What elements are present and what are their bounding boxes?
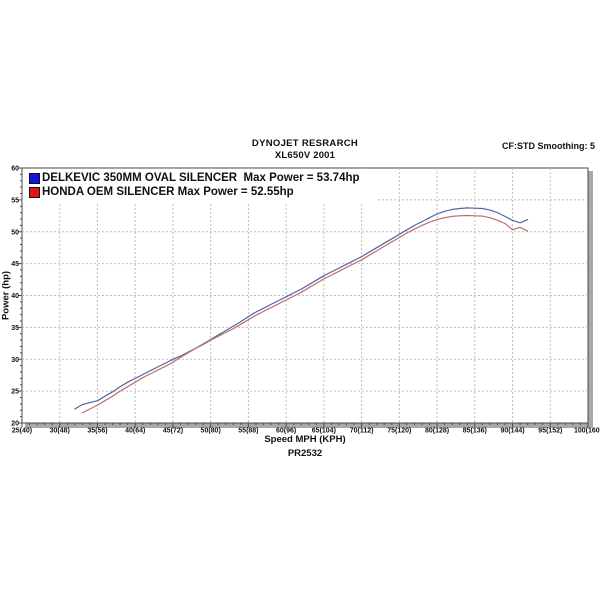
series-1-curve [81, 214, 529, 414]
x-tick-label-95: 95(152) [538, 428, 562, 435]
x-tick-label-40: 40(64) [125, 428, 145, 435]
legend-label-delkevic: DELKEVIC 350MM OVAL SILENCER Max Power =… [42, 172, 360, 184]
x-tick-label-65: 65(104) [312, 428, 336, 435]
y-tick-label-25: 25 [11, 389, 19, 396]
run-id-label: PR2532 [287, 448, 323, 459]
y-tick-label-45: 45 [11, 261, 19, 268]
axis-ticks [18, 167, 589, 427]
x-tick-label-85: 85(136) [463, 428, 487, 435]
x-tick-label-100: 100(160) [574, 428, 600, 435]
x-tick-label-25: 25(40) [12, 428, 32, 435]
legend-item-honda: HONDA OEM SILENCER Max Power = 52.55hp [29, 185, 377, 199]
x-tick-label-30: 30(48) [50, 428, 70, 435]
legend-label-honda: HONDA OEM SILENCER Max Power = 52.55hp [42, 186, 294, 198]
x-tick-label-90: 90(144) [500, 428, 524, 435]
y-tick-label-60: 60 [11, 166, 19, 173]
x-tick-label-55: 55(88) [238, 428, 258, 435]
delkevic-series-color-swatch [29, 172, 40, 184]
legend: DELKEVIC 350MM OVAL SILENCER Max Power =… [23, 169, 377, 203]
x-tick-label-80: 80(128) [425, 428, 449, 435]
y-tick-label-50: 50 [11, 229, 19, 236]
x-tick-label-70: 70(112) [350, 428, 374, 435]
honda-series-color-swatch [29, 186, 40, 198]
x-tick-label-45: 45(72) [163, 428, 183, 435]
x-tick-label-50: 50(80) [201, 428, 221, 435]
plot-frame [21, 167, 589, 424]
legend-item-delkevic: DELKEVIC 350MM OVAL SILENCER Max Power =… [29, 171, 377, 185]
x-tick-label-75: 75(120) [387, 428, 411, 435]
y-tick-label-55: 55 [11, 197, 19, 204]
y-tick-label-40: 40 [11, 293, 19, 300]
tick-labels: 25(40) 30(48) 35(56) 40(64) 45(72) 50(80) 55(8… [11, 166, 600, 435]
gridlines [22, 168, 588, 423]
y-tick-label-30: 30 [11, 357, 19, 364]
x-tick-label-60: 60(96) [276, 428, 296, 435]
chart-subtitle: XL650V 2001 [274, 150, 336, 161]
y-tick-label-35: 35 [11, 325, 19, 332]
smoothing-setting-label: CF:STD Smoothing: 5 [502, 141, 595, 151]
chart-title: DYNOJET RESRARCH [251, 138, 359, 149]
x-tick-label-35: 35(56) [87, 428, 107, 435]
series-0-curve [74, 207, 529, 410]
y-tick-label-20: 20 [11, 421, 19, 428]
x-axis-title: Speed MPH (KPH) [264, 434, 346, 445]
